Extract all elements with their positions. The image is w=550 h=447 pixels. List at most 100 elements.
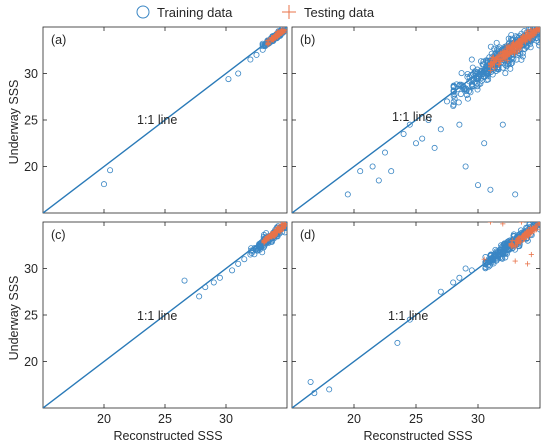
training-point xyxy=(535,216,540,221)
panel-label: (a) xyxy=(51,33,66,47)
training-point xyxy=(542,33,547,38)
testing-point xyxy=(517,239,524,245)
testing-point xyxy=(528,251,534,258)
testing-point xyxy=(540,218,545,223)
training-point xyxy=(542,9,547,14)
training-point xyxy=(527,44,534,51)
testing-point xyxy=(525,261,531,267)
legend-training-marker xyxy=(136,5,150,19)
training-point xyxy=(537,215,542,220)
x-tick-label: 30 xyxy=(471,412,485,426)
testing-point xyxy=(513,42,519,48)
testing-point xyxy=(528,224,534,231)
panel-c: 20 25 30 20 25 30 (c) 1:1 line xyxy=(24,221,288,426)
training-point xyxy=(464,95,471,102)
training-point xyxy=(468,267,475,274)
training-point xyxy=(487,43,494,50)
testing-point xyxy=(532,226,538,232)
training-point xyxy=(544,27,549,32)
training-point xyxy=(247,251,254,258)
training-point xyxy=(474,182,481,189)
training-point xyxy=(513,34,520,41)
training-point xyxy=(493,39,500,46)
training-point xyxy=(196,293,203,300)
testing-point xyxy=(537,224,540,226)
y-tick-label: 20 xyxy=(24,160,38,174)
testing-point xyxy=(496,61,503,67)
training-point xyxy=(543,29,548,34)
one-to-one-line xyxy=(43,222,287,408)
testing-point xyxy=(272,230,278,236)
testing-point xyxy=(490,54,496,61)
testing-point xyxy=(506,43,512,49)
training-point xyxy=(285,225,287,231)
x-axis-label-left: Reconstructed SSS xyxy=(113,429,222,443)
training-point xyxy=(501,241,508,248)
testing-point xyxy=(531,29,537,35)
training-point xyxy=(251,251,258,258)
training-point xyxy=(517,227,524,234)
training-point xyxy=(431,144,438,151)
training-point xyxy=(259,43,266,50)
testing-point xyxy=(512,43,518,49)
testing-point xyxy=(271,228,277,234)
training-point xyxy=(466,74,473,81)
training-point xyxy=(458,70,465,77)
training-point xyxy=(500,64,507,71)
training-point xyxy=(540,20,545,25)
training-point xyxy=(258,244,265,251)
training-point xyxy=(483,62,490,69)
testing-point xyxy=(272,34,278,40)
testing-point xyxy=(514,49,521,55)
training-point xyxy=(247,56,254,63)
training-point xyxy=(202,284,209,291)
training-point xyxy=(474,66,481,73)
training-point xyxy=(518,56,525,63)
x-tick-label: 25 xyxy=(409,412,423,426)
training-point xyxy=(478,75,485,82)
testing-point xyxy=(487,222,493,225)
training-point xyxy=(253,51,260,58)
training-point xyxy=(463,86,470,93)
panel-label: (d) xyxy=(300,228,315,242)
testing-point xyxy=(515,238,521,245)
y-tick-label: 30 xyxy=(24,67,38,81)
testing-point xyxy=(497,58,503,64)
testing-point xyxy=(537,222,540,226)
training-point xyxy=(107,167,114,174)
training-point xyxy=(485,259,492,266)
testing-point xyxy=(481,256,487,262)
testing-point xyxy=(540,218,545,223)
testing-point xyxy=(276,227,282,233)
training-point xyxy=(381,149,388,156)
training-point xyxy=(495,248,502,255)
testing-point xyxy=(500,53,506,59)
training-point xyxy=(375,177,382,184)
panel-label: (c) xyxy=(51,228,66,242)
training-point xyxy=(181,277,188,284)
testing-point xyxy=(267,233,273,239)
training-point xyxy=(235,260,242,267)
y-axis-label-bottom: Underway SSS xyxy=(7,276,21,361)
training-point xyxy=(467,89,474,96)
training-point xyxy=(477,58,484,65)
x-axis-label-right: Reconstructed SSS xyxy=(363,429,472,443)
testing-point xyxy=(511,50,518,56)
training-point xyxy=(469,82,476,89)
training-point xyxy=(478,77,485,84)
training-point xyxy=(462,163,469,170)
x-tick-label: 25 xyxy=(158,412,172,426)
testing-point xyxy=(505,48,511,54)
training-point xyxy=(542,25,547,30)
training-point xyxy=(400,130,407,137)
testing-point xyxy=(515,39,522,45)
training-point xyxy=(524,237,531,244)
training-point xyxy=(259,40,266,47)
testing-point xyxy=(502,56,508,62)
training-point xyxy=(487,186,494,193)
training-point xyxy=(248,247,255,254)
training-point xyxy=(451,91,458,98)
training-point xyxy=(493,257,500,264)
training-point xyxy=(437,126,444,133)
